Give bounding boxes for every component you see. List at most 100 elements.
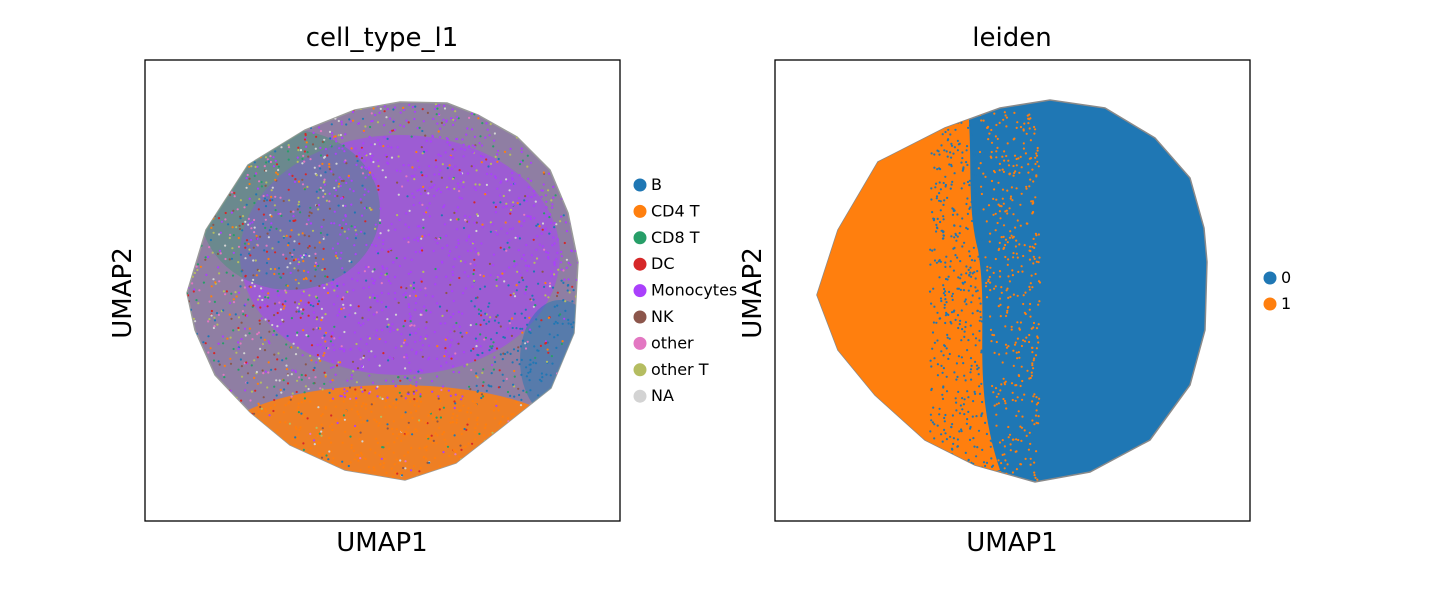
scatter-point xyxy=(570,419,574,422)
scatter-point xyxy=(308,214,311,217)
scatter-point xyxy=(547,251,550,254)
scatter-point xyxy=(353,331,356,334)
scatter-point xyxy=(395,398,398,401)
scatter-point xyxy=(208,246,211,249)
scatter-point xyxy=(563,278,566,281)
scatter-point xyxy=(969,324,972,327)
scatter-point xyxy=(193,271,196,275)
scatter-point xyxy=(537,449,541,452)
scatter-point xyxy=(303,188,306,191)
scatter-point xyxy=(191,146,194,149)
scatter-point xyxy=(935,226,939,229)
scatter-point xyxy=(455,418,458,421)
scatter-point xyxy=(294,258,297,261)
scatter-point xyxy=(556,291,559,294)
scatter-point xyxy=(1028,258,1032,261)
scatter-point xyxy=(528,458,531,461)
scatter-point xyxy=(475,229,478,233)
scatter-point xyxy=(524,443,527,446)
scatter-point xyxy=(262,473,266,477)
scatter-point xyxy=(372,293,375,296)
scatter-point xyxy=(406,356,409,359)
scatter-point xyxy=(263,349,267,352)
scatter-point xyxy=(547,410,550,413)
scatter-point xyxy=(298,302,301,305)
scatter-point xyxy=(377,159,380,162)
scatter-point xyxy=(238,445,241,448)
scatter-point xyxy=(1028,340,1031,344)
scatter-point xyxy=(494,155,497,158)
scatter-point xyxy=(264,318,267,321)
scatter-point xyxy=(342,414,345,417)
scatter-point xyxy=(382,267,385,270)
scatter-point xyxy=(573,445,576,448)
scatter-point xyxy=(420,483,422,485)
scatter-point xyxy=(931,118,934,121)
scatter-point xyxy=(324,407,327,410)
scatter-point xyxy=(535,318,538,321)
scatter-point xyxy=(427,192,430,195)
scatter-point xyxy=(376,441,379,444)
scatter-point xyxy=(520,147,523,150)
scatter-point xyxy=(354,237,357,240)
scatter-point xyxy=(463,427,466,431)
scatter-point xyxy=(391,475,394,478)
scatter-point xyxy=(540,469,544,472)
scatter-point xyxy=(206,156,209,159)
scatter-point xyxy=(302,269,306,272)
scatter-point xyxy=(296,208,299,211)
scatter-point xyxy=(264,106,267,109)
scatter-point xyxy=(263,118,266,121)
scatter-point xyxy=(989,155,992,158)
chart-title: leiden xyxy=(972,23,1051,53)
scatter-point xyxy=(343,271,346,274)
scatter-point xyxy=(403,257,407,260)
scatter-point xyxy=(561,340,564,343)
scatter-point xyxy=(295,390,298,394)
scatter-point xyxy=(218,363,221,366)
scatter-point xyxy=(1004,343,1008,346)
scatter-point xyxy=(323,183,327,186)
scatter-point xyxy=(979,316,982,319)
scatter-point xyxy=(273,302,277,305)
scatter-point xyxy=(391,129,394,132)
scatter-point xyxy=(520,398,523,401)
legend-label: other xyxy=(651,333,694,352)
scatter-point xyxy=(219,178,222,181)
scatter-point xyxy=(1004,402,1007,405)
scatter-point xyxy=(401,414,404,417)
scatter-point xyxy=(396,214,399,217)
scatter-point xyxy=(307,387,310,391)
scatter-point xyxy=(318,357,321,360)
scatter-point xyxy=(206,192,209,195)
scatter-point xyxy=(945,390,949,393)
scatter-point xyxy=(392,120,395,123)
scatter-point xyxy=(317,452,321,455)
scatter-point xyxy=(994,229,997,232)
scatter-point xyxy=(451,365,455,368)
scatter-point xyxy=(954,459,957,462)
scatter-point xyxy=(513,312,517,315)
scatter-point xyxy=(942,234,945,237)
scatter-point xyxy=(506,232,509,235)
scatter-point xyxy=(973,473,976,476)
scatter-point xyxy=(212,326,215,330)
scatter-point xyxy=(500,227,503,230)
scatter-point xyxy=(456,137,459,141)
scatter-point xyxy=(379,207,382,210)
scatter-point xyxy=(1002,397,1005,401)
scatter-point xyxy=(358,437,361,441)
scatter-point xyxy=(565,156,568,159)
scatter-point xyxy=(546,108,549,111)
scatter-point xyxy=(269,267,272,271)
cd8t-region xyxy=(200,130,380,290)
scatter-point xyxy=(978,191,981,194)
scatter-point xyxy=(443,123,446,126)
scatter-point xyxy=(229,336,232,339)
scatter-point xyxy=(295,334,299,337)
scatter-point xyxy=(201,146,204,149)
scatter-point xyxy=(304,173,307,176)
scatter-point xyxy=(489,230,492,233)
scatter-point xyxy=(541,222,545,225)
scatter-point xyxy=(502,474,505,477)
